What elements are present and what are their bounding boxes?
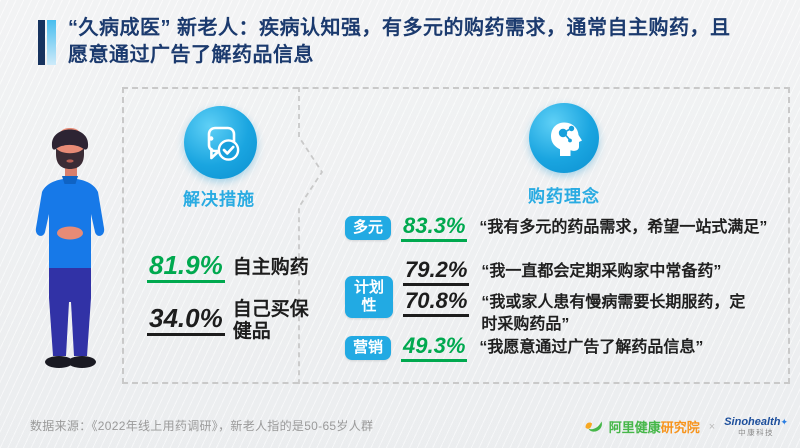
concept-quote: “我有多元的药品需求，希望一站式满足” xyxy=(479,219,768,236)
concept-quote: “我一直都会定期采购家中常备药” xyxy=(481,263,722,280)
stat-health-products-value: 34.0% xyxy=(147,305,225,337)
stat-health-products: 34.0% 自己买保健品 xyxy=(147,299,317,343)
concept-row-marketing: 营销 49.3% “我愿意通过广告了解药品信息” xyxy=(345,334,703,362)
sinohealth-logo: Sinohealth✦ 中康科技 xyxy=(724,417,788,437)
badge-diverse: 多元 xyxy=(345,216,391,240)
concept-value: 49.3% xyxy=(401,335,468,362)
solutions-label: 解决措施 xyxy=(183,190,255,209)
concept-quote: “我或家人患有慢病需要长期服药，定时采购药品” xyxy=(481,294,746,333)
concept-label: 购药理念 xyxy=(528,187,600,206)
concept-item: 83.3% “我有多元的药品需求，希望一站式满足” xyxy=(401,214,767,242)
concept-row-diverse: 多元 83.3% “我有多元的药品需求，希望一站式满足” xyxy=(345,214,767,242)
page-title-line2: 愿意通过广告了解药品信息 xyxy=(68,44,314,66)
page-title: “久病成医” 新老人：疾病认知强，有多元的购药需求，通常自主购药，且 愿意通过广… xyxy=(68,15,780,69)
sinohealth-spark-icon: ✦ xyxy=(780,417,788,428)
sinohealth-logo-subtext: 中康科技 xyxy=(738,428,775,438)
data-source-note: 数据来源：《2022年线上用药调研》，新老人指的是50-65岁人群 xyxy=(30,419,374,433)
head-think-icon xyxy=(551,122,582,156)
concept-value: 79.2% xyxy=(403,259,470,286)
concept-value: 70.8% xyxy=(403,290,470,317)
page-title-line1: “久病成医” 新老人：疾病认知强，有多元的购药需求，通常自主购药，且 xyxy=(68,17,731,39)
chat-check-icon xyxy=(207,126,239,161)
stat-self-purchase: 81.9% 自主购药 xyxy=(147,252,309,283)
concept-row-planning: 计划性 79.2% “我一直都会定期采购家中常备药” 70.8% “我或家人患有… xyxy=(345,258,753,335)
title-accent-bar-light xyxy=(47,20,56,65)
alihealth-logo-icon xyxy=(585,421,602,432)
concept-value: 83.3% xyxy=(401,215,468,242)
alihealth-logo-text: 阿里健康研究院 xyxy=(608,420,700,435)
title-accent-bar-dark xyxy=(38,20,45,65)
badge-marketing: 营销 xyxy=(345,336,391,360)
stat-self-purchase-label: 自主购药 xyxy=(232,256,309,278)
badge-planning: 计划性 xyxy=(345,275,393,318)
concept-item: 49.3% “我愿意通过广告了解药品信息” xyxy=(401,334,703,362)
sinohealth-logo-text: Sinohealth xyxy=(724,416,781,429)
content-panel-box xyxy=(122,87,790,384)
concept-item: 70.8% “我或家人患有慢病需要长期服药，定时采购药品” xyxy=(403,289,753,335)
elderly-man-illustration xyxy=(35,128,105,368)
footer-logos: 阿里健康研究院 × Sinohealth✦ 中康科技 xyxy=(584,417,788,437)
concept-icon-circle xyxy=(529,103,599,173)
stat-self-purchase-value: 81.9% xyxy=(147,252,225,283)
concept-quote: “我愿意通过广告了解药品信息” xyxy=(479,339,704,356)
concept-item: 79.2% “我一直都会定期采购家中常备药” xyxy=(403,258,753,286)
stat-health-products-label: 自己买保健品 xyxy=(232,299,309,342)
solutions-icon-circle xyxy=(184,106,257,179)
logo-separator: × xyxy=(708,421,716,433)
